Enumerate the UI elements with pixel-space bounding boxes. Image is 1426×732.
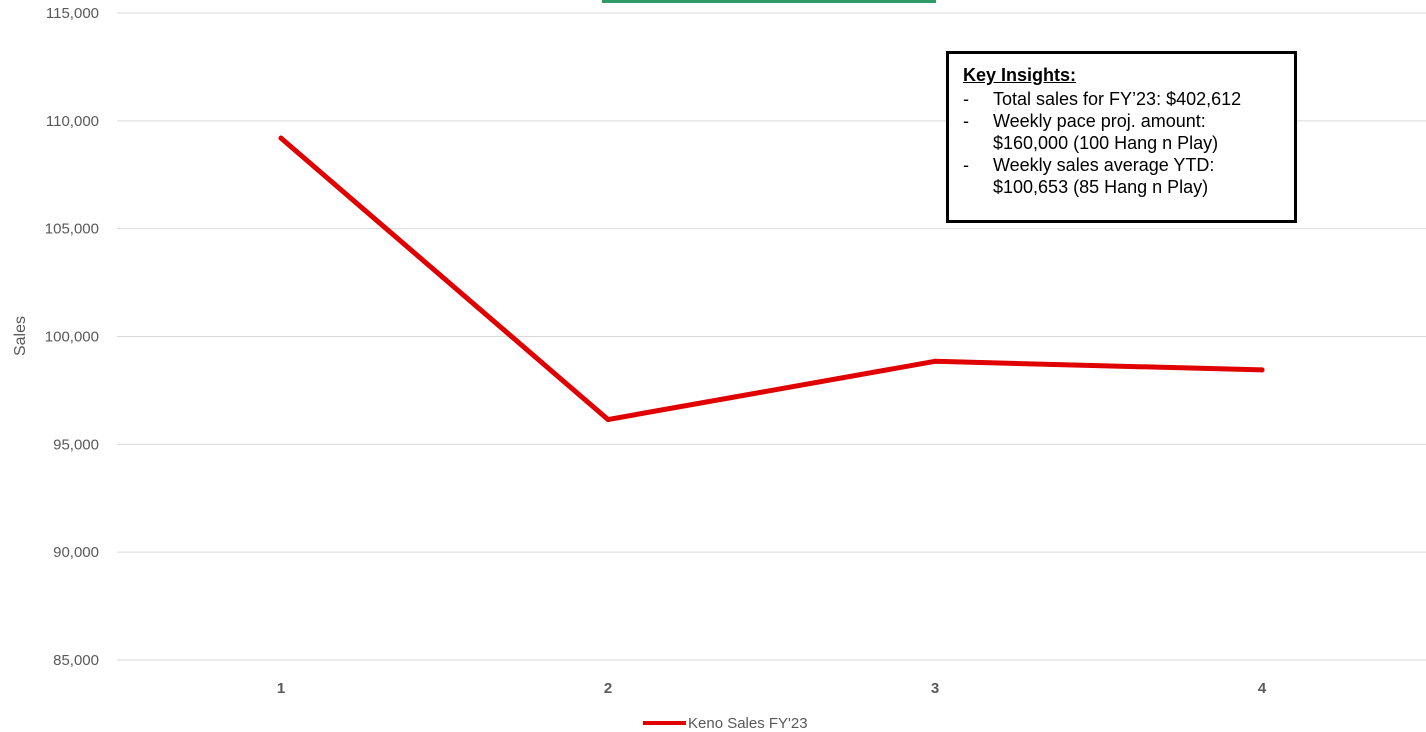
insights-list: Total sales for FY’23: $402,612 Weekly p… (963, 88, 1282, 198)
insight-text: Weekly sales average YTD: $100,653 (85 H… (993, 155, 1215, 197)
y-tick-label: 95,000 (53, 436, 99, 453)
data-point[interactable] (1259, 367, 1265, 373)
top-accent-bar (602, 0, 936, 3)
y-tick-label: 105,000 (45, 221, 99, 238)
x-tick-label: 1 (277, 680, 285, 697)
legend-label: Keno Sales FY'23 (688, 715, 808, 732)
y-tick-label: 90,000 (53, 544, 99, 561)
x-axis-ticks: 1 2 3 4 (277, 680, 1267, 697)
insight-text: Total sales for FY’23: $402,612 (993, 89, 1242, 109)
y-tick-label: 100,000 (45, 329, 99, 346)
x-tick-label: 2 (604, 680, 612, 697)
x-tick-label: 3 (931, 680, 939, 697)
y-tick-label: 85,000 (53, 652, 99, 669)
insights-title: Key Insights: (963, 65, 1077, 85)
key-insights-box: Key Insights: Total sales for FY’23: $40… (946, 51, 1297, 223)
series-layer (278, 135, 1265, 423)
y-tick-label: 110,000 (46, 113, 99, 130)
insight-item: Weekly sales average YTD: $100,653 (85 H… (963, 154, 1282, 198)
y-axis-ticks: 85,000 90,000 95,000 100,000 105,000 110,000 1… (45, 5, 99, 669)
legend[interactable]: Keno Sales FY'23 (643, 715, 808, 732)
insight-text: Weekly pace proj. amount: $160,000 (100 … (993, 111, 1219, 153)
x-tick-label: 4 (1258, 680, 1267, 697)
y-tick-label: 115,000 (46, 5, 99, 22)
data-point[interactable] (932, 358, 938, 364)
data-point[interactable] (605, 417, 611, 423)
insight-item: Weekly pace proj. amount: $160,000 (100 … (963, 110, 1282, 154)
insight-item: Total sales for FY’23: $402,612 (963, 88, 1282, 110)
data-point[interactable] (278, 135, 284, 141)
y-axis-title: Sales (12, 316, 29, 356)
series-line[interactable] (278, 135, 1265, 423)
